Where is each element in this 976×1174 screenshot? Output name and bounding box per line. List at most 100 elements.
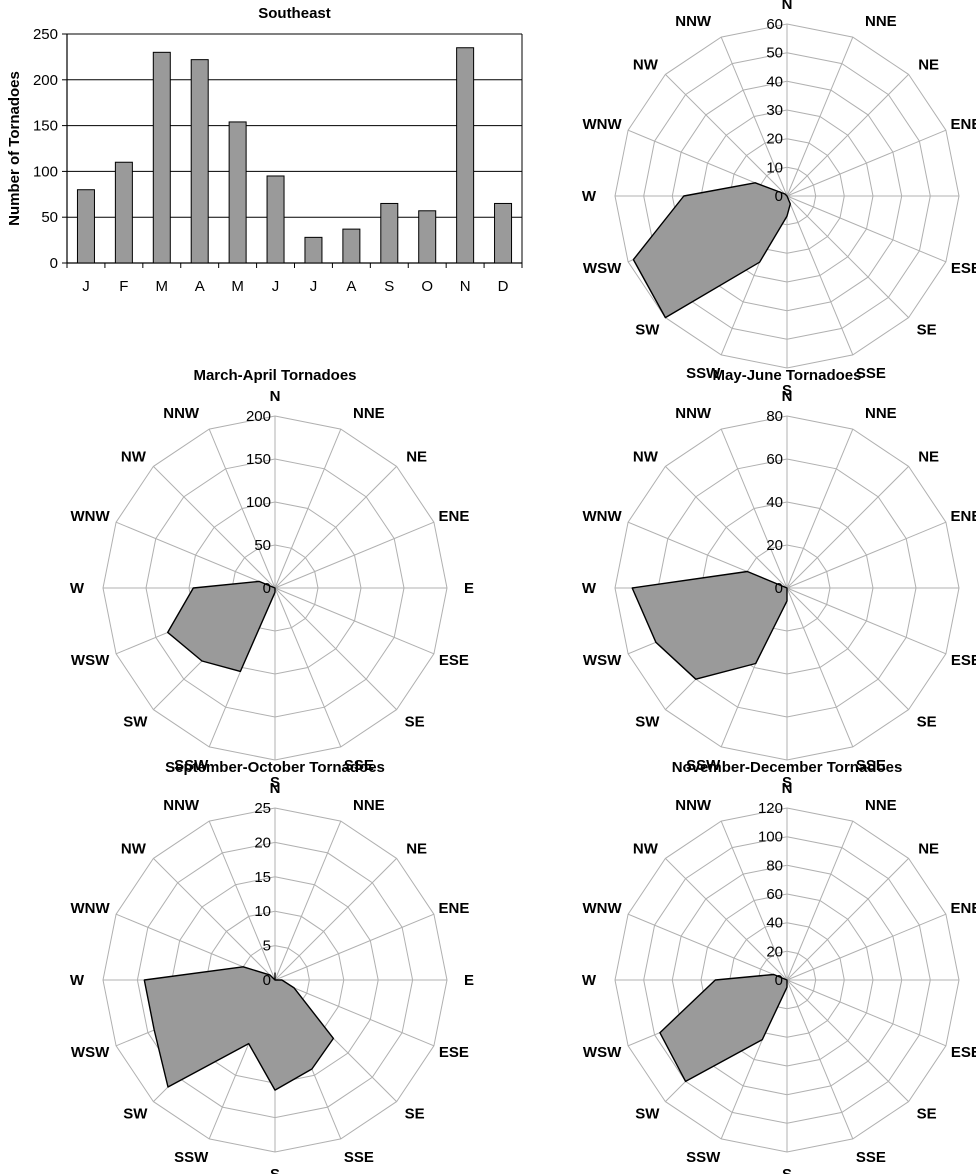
radar-spoke xyxy=(274,587,342,748)
direction-label: E xyxy=(464,972,474,989)
bar xyxy=(380,202,399,264)
radial-tick-label: 60 xyxy=(766,886,783,903)
radial-tick-label: 10 xyxy=(254,903,271,920)
radial-tick-label: 25 xyxy=(254,800,271,817)
direction-label: N xyxy=(782,780,793,797)
direction-label: NNW xyxy=(675,13,712,30)
x-tick-label: J xyxy=(82,278,90,295)
radial-tick-label: 40 xyxy=(766,73,783,90)
x-tick-label: O xyxy=(421,278,433,295)
x-tick-label: J xyxy=(272,278,280,295)
direction-label: SSW xyxy=(174,1149,209,1166)
direction-label: WNW xyxy=(71,900,111,917)
bar xyxy=(494,202,513,264)
radar-spoke xyxy=(274,466,397,589)
direction-label: SW xyxy=(635,322,660,339)
radar-spoke xyxy=(274,858,397,981)
direction-label: NE xyxy=(406,448,427,465)
bar xyxy=(418,210,437,264)
direction-label: NW xyxy=(121,448,147,465)
direction-label: SSW xyxy=(686,1149,721,1166)
radar-spoke xyxy=(786,428,854,589)
radar-spoke xyxy=(720,820,788,981)
radial-tick-label: 0 xyxy=(775,580,783,597)
direction-label: S xyxy=(782,774,792,791)
radar-spoke xyxy=(786,36,854,197)
radar-spoke xyxy=(665,858,788,981)
x-tick-label: S xyxy=(384,278,394,295)
radial-tick-label: 15 xyxy=(254,869,271,886)
radial-tick-label: 5 xyxy=(263,938,271,955)
direction-label: N xyxy=(270,780,281,797)
radial-tick-label: 20 xyxy=(254,834,271,851)
direction-label: WNW xyxy=(583,508,623,525)
radar-spoke xyxy=(786,587,909,710)
radar-spoke xyxy=(627,913,788,981)
radial-tick-label: 50 xyxy=(254,537,271,554)
direction-label: S xyxy=(270,774,280,791)
x-tick-label: M xyxy=(156,278,169,295)
x-tick-label: A xyxy=(346,278,356,295)
direction-label: ENE xyxy=(950,900,976,917)
direction-label: N xyxy=(782,388,793,405)
radar-spoke xyxy=(274,820,342,981)
bar-chart: Southeast 0 50 100 150 200 250 J F M A M J J A S O N D Numb… xyxy=(6,5,523,295)
direction-label: S xyxy=(782,1166,792,1174)
bar xyxy=(228,121,247,264)
bar xyxy=(114,161,133,264)
direction-label: NNW xyxy=(163,797,200,814)
bar xyxy=(190,59,209,264)
x-tick-label: F xyxy=(119,278,128,295)
radar-spoke xyxy=(786,74,909,197)
direction-label: NNE xyxy=(865,797,897,814)
direction-label: W xyxy=(70,972,85,989)
radar-spoke xyxy=(786,587,947,655)
direction-label: WNW xyxy=(583,116,623,133)
radial-tick-label: 150 xyxy=(246,451,271,468)
y-tick-label: 100 xyxy=(33,163,58,180)
direction-label: E xyxy=(464,580,474,597)
direction-label: NW xyxy=(633,448,659,465)
direction-label: ESE xyxy=(439,1044,469,1061)
direction-label: SSE xyxy=(344,757,374,774)
radar-data-series xyxy=(631,570,788,680)
direction-label: SW xyxy=(123,714,148,731)
direction-label: ESE xyxy=(439,652,469,669)
radar-chart-title: November-December Tornadoes xyxy=(672,759,903,776)
direction-label: NE xyxy=(406,840,427,857)
direction-label: NNE xyxy=(353,797,385,814)
direction-label: NNE xyxy=(865,13,897,30)
direction-label: WSW xyxy=(583,260,622,277)
x-tick-label: M xyxy=(231,278,244,295)
direction-label: SSW xyxy=(686,757,721,774)
direction-label: NNW xyxy=(163,405,200,422)
direction-label: W xyxy=(582,972,597,989)
direction-label: W xyxy=(70,580,85,597)
radial-tick-label: 20 xyxy=(766,131,783,148)
radar-spoke xyxy=(786,521,947,589)
bar xyxy=(456,47,475,264)
radar-data-series xyxy=(143,966,335,1091)
radial-tick-label: 120 xyxy=(758,800,783,817)
bar xyxy=(266,175,285,264)
direction-label: W xyxy=(582,188,597,205)
bar xyxy=(76,189,95,264)
radial-tick-label: 0 xyxy=(263,580,271,597)
radar-spoke xyxy=(786,820,854,981)
direction-label: ENE xyxy=(438,900,469,917)
direction-label: NW xyxy=(633,840,659,857)
radar-spoke xyxy=(665,466,788,589)
radial-tick-label: 0 xyxy=(263,972,271,989)
radial-tick-label: 100 xyxy=(758,829,783,846)
radial-tick-label: 0 xyxy=(775,972,783,989)
direction-label: ENE xyxy=(950,116,976,133)
radar-data-series xyxy=(659,973,788,1083)
radar-chart-title: September-October Tornadoes xyxy=(165,759,385,776)
direction-label: SE xyxy=(917,714,937,731)
radar-spoke xyxy=(786,195,909,318)
radial-tick-label: 0 xyxy=(775,188,783,205)
radar-spoke xyxy=(274,587,397,710)
radar-spoke xyxy=(786,466,909,589)
radar-spoke xyxy=(274,979,435,1047)
radar-spoke xyxy=(153,466,276,589)
